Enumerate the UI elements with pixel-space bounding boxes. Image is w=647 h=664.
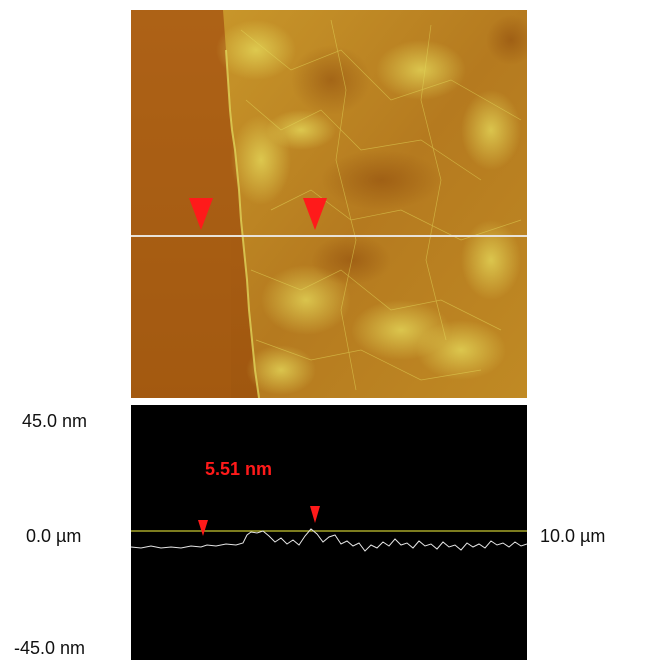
marker-right-profile: [310, 506, 320, 523]
x-end-label: 10.0 µm: [540, 526, 605, 547]
profile-trace: [131, 529, 527, 551]
height-profile-panel: 5.51 nm: [131, 405, 527, 660]
y-max-label: 45.0 nm: [22, 411, 87, 432]
marker-left-profile: [198, 520, 208, 536]
x-start-label: 0.0 µm: [26, 526, 81, 547]
step-height-label: 5.51 nm: [205, 459, 272, 480]
afm-height-image: [131, 10, 527, 398]
y-min-label: -45.0 nm: [14, 638, 85, 659]
